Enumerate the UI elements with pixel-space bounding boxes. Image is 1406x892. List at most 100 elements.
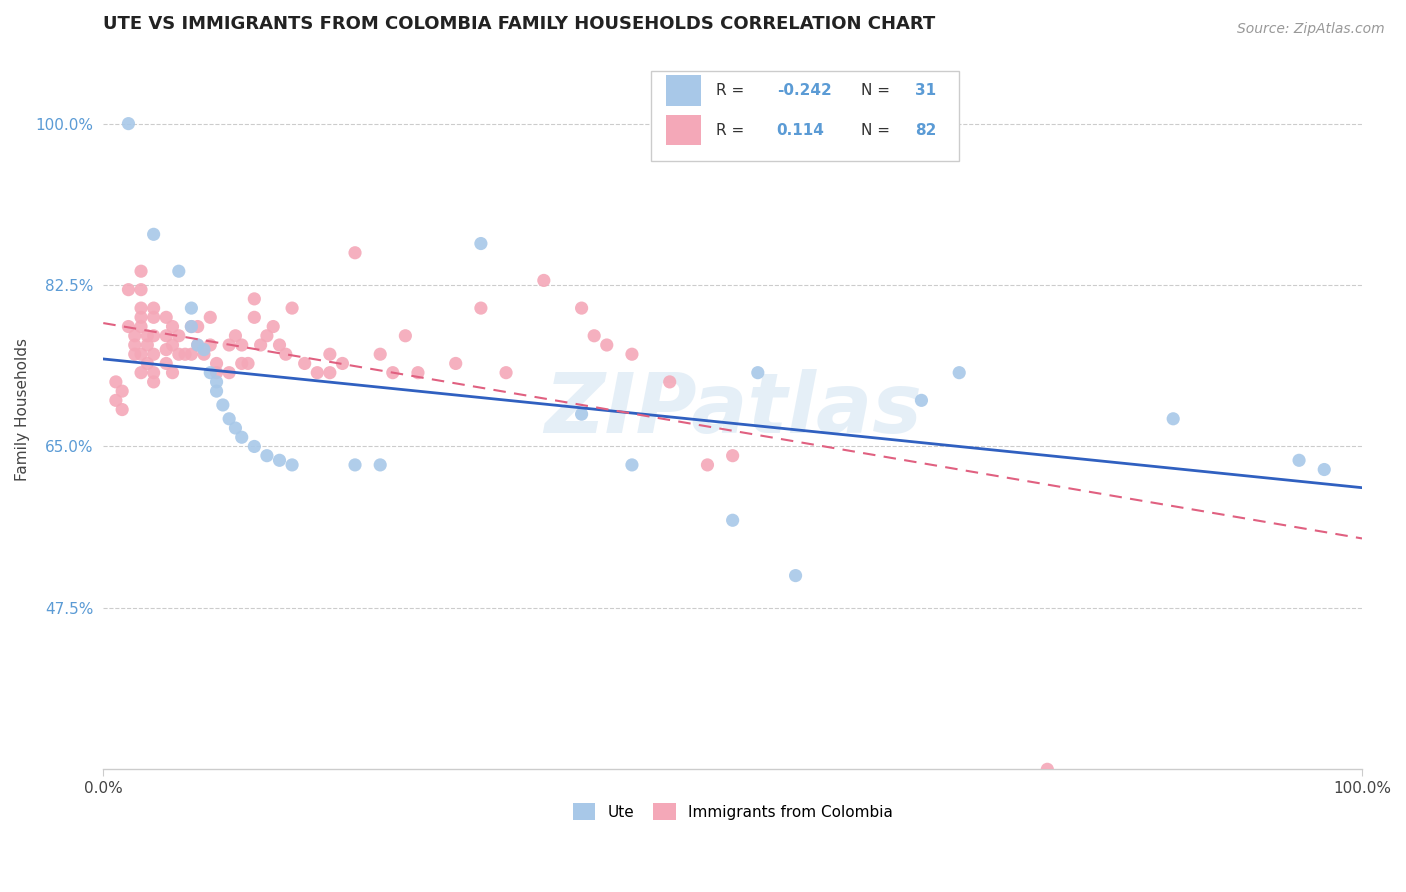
- Point: [281, 301, 304, 315]
- Point: [142, 375, 165, 389]
- FancyBboxPatch shape: [666, 115, 702, 145]
- Point: [381, 366, 404, 380]
- Point: [231, 338, 253, 352]
- Point: [910, 393, 932, 408]
- Point: [262, 319, 284, 334]
- Point: [104, 393, 127, 408]
- Point: [236, 356, 259, 370]
- Point: [620, 458, 643, 472]
- Point: [307, 366, 329, 380]
- Point: [1036, 762, 1059, 776]
- Point: [129, 283, 152, 297]
- Point: [129, 264, 152, 278]
- Point: [129, 319, 152, 334]
- Text: N =: N =: [860, 122, 890, 137]
- Point: [162, 338, 184, 352]
- Text: Source: ZipAtlas.com: Source: ZipAtlas.com: [1237, 22, 1385, 37]
- Point: [136, 328, 159, 343]
- Point: [136, 338, 159, 352]
- Point: [231, 356, 253, 370]
- Point: [187, 319, 209, 334]
- Point: [205, 366, 228, 380]
- Point: [256, 328, 278, 343]
- Point: [167, 347, 190, 361]
- Point: [571, 301, 593, 315]
- Text: UTE VS IMMIGRANTS FROM COLOMBIA FAMILY HOUSEHOLDS CORRELATION CHART: UTE VS IMMIGRANTS FROM COLOMBIA FAMILY H…: [103, 15, 935, 33]
- Point: [162, 366, 184, 380]
- Point: [180, 319, 202, 334]
- Point: [117, 117, 139, 131]
- Point: [142, 301, 165, 315]
- Point: [180, 301, 202, 315]
- Point: [596, 338, 619, 352]
- Point: [243, 310, 266, 325]
- Point: [129, 301, 152, 315]
- Point: [224, 328, 246, 343]
- Point: [187, 338, 209, 352]
- Point: [193, 343, 215, 357]
- Point: [571, 407, 593, 421]
- Text: -0.242: -0.242: [776, 83, 831, 98]
- Point: [187, 338, 209, 352]
- Point: [658, 375, 681, 389]
- Point: [174, 347, 197, 361]
- Point: [117, 283, 139, 297]
- Point: [218, 338, 240, 352]
- Point: [747, 366, 769, 380]
- Point: [142, 347, 165, 361]
- Point: [274, 347, 297, 361]
- Point: [281, 458, 304, 472]
- Text: ZIPatlas: ZIPatlas: [544, 369, 921, 450]
- Point: [124, 347, 146, 361]
- Point: [180, 319, 202, 334]
- Point: [142, 227, 165, 242]
- Point: [332, 356, 354, 370]
- Point: [368, 458, 391, 472]
- Point: [249, 338, 271, 352]
- Point: [721, 513, 744, 527]
- Point: [205, 384, 228, 398]
- Point: [124, 338, 146, 352]
- Legend: Ute, Immigrants from Colombia: Ute, Immigrants from Colombia: [567, 797, 898, 826]
- Point: [495, 366, 517, 380]
- Point: [533, 273, 555, 287]
- Point: [269, 338, 291, 352]
- Point: [155, 356, 177, 370]
- Point: [142, 366, 165, 380]
- Point: [205, 356, 228, 370]
- Point: [243, 292, 266, 306]
- Text: 82: 82: [915, 122, 936, 137]
- Point: [319, 366, 342, 380]
- Point: [344, 245, 367, 260]
- Point: [124, 328, 146, 343]
- Point: [344, 458, 367, 472]
- Point: [136, 356, 159, 370]
- Point: [111, 402, 134, 417]
- Point: [200, 366, 222, 380]
- Point: [583, 328, 606, 343]
- Point: [948, 366, 970, 380]
- Text: N =: N =: [860, 83, 890, 98]
- Text: R =: R =: [716, 122, 745, 137]
- Point: [117, 319, 139, 334]
- Point: [269, 453, 291, 467]
- Point: [470, 301, 492, 315]
- Point: [155, 343, 177, 357]
- Point: [212, 398, 235, 412]
- Point: [1161, 411, 1184, 425]
- Point: [104, 375, 127, 389]
- Point: [205, 375, 228, 389]
- FancyBboxPatch shape: [666, 76, 702, 105]
- Point: [319, 347, 342, 361]
- Point: [218, 366, 240, 380]
- Point: [162, 319, 184, 334]
- Point: [620, 347, 643, 361]
- Point: [155, 328, 177, 343]
- Point: [785, 568, 807, 582]
- Text: R =: R =: [716, 83, 745, 98]
- Point: [129, 347, 152, 361]
- Point: [243, 440, 266, 454]
- Point: [129, 366, 152, 380]
- Point: [470, 236, 492, 251]
- Point: [224, 421, 246, 435]
